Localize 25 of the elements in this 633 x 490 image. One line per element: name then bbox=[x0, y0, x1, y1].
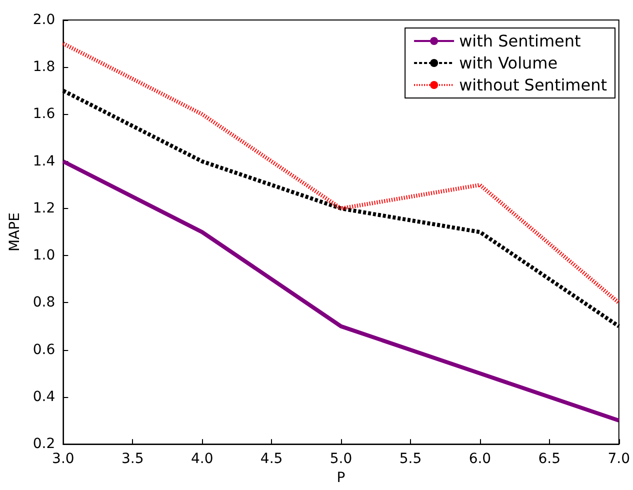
y-axis-title: MAPE bbox=[7, 212, 23, 252]
y-tick-label: 2.0 bbox=[32, 12, 56, 28]
y-tick-label: 1.6 bbox=[32, 106, 56, 122]
legend-label: with Volume bbox=[459, 54, 558, 72]
x-tick-label: 6.0 bbox=[468, 451, 492, 468]
x-tick-label: 7.0 bbox=[608, 451, 630, 468]
x-tick-label: 3.0 bbox=[52, 451, 74, 468]
x-axis-title: P bbox=[336, 470, 346, 486]
y-tick-label: 1.8 bbox=[32, 59, 56, 76]
x-tick-label: 6.5 bbox=[538, 451, 561, 468]
x-tick-label: 3.5 bbox=[121, 451, 144, 468]
line-series bbox=[61, 159, 621, 423]
legend-label: without Sentiment bbox=[459, 76, 607, 94]
x-tick-label: 4.0 bbox=[190, 451, 214, 468]
y-tick-label: 1.2 bbox=[32, 200, 56, 216]
y-tick-label: 1.0 bbox=[32, 248, 56, 264]
y-tick-label: 0.2 bbox=[32, 436, 56, 452]
y-tick-label: 0.6 bbox=[32, 342, 56, 358]
legend-label: with Sentiment bbox=[459, 32, 581, 50]
x-tick-label: 5.5 bbox=[399, 451, 422, 468]
x-tick-label: 5.0 bbox=[330, 451, 352, 468]
y-tick-label: 0.4 bbox=[32, 388, 56, 405]
x-tick-label: 4.5 bbox=[260, 451, 283, 468]
y-tick-label: 1.4 bbox=[32, 153, 56, 170]
y-tick-label: 0.8 bbox=[32, 294, 56, 311]
